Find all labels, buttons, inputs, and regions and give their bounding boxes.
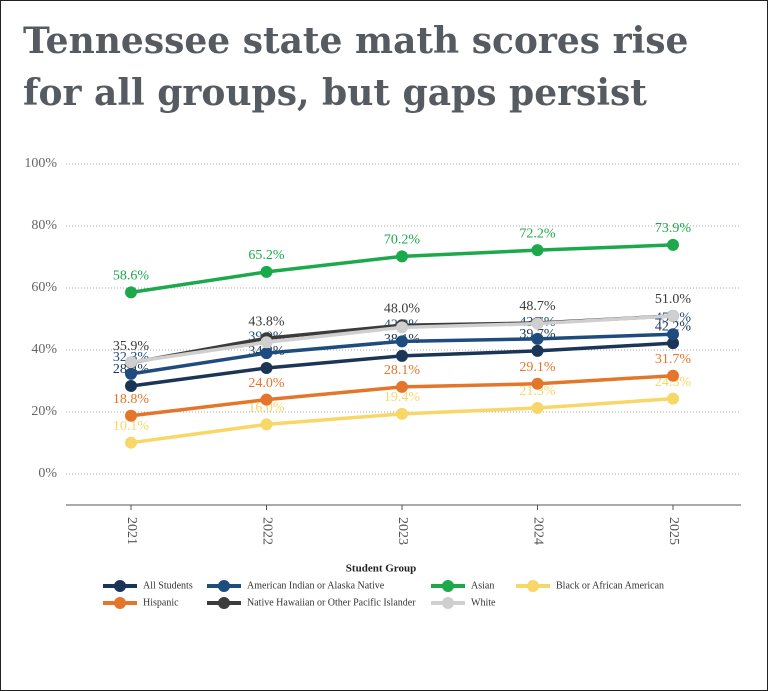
- data-label: 43.8%: [248, 314, 285, 329]
- data-label: 31.7%: [655, 352, 692, 367]
- legend-swatch: [527, 580, 539, 592]
- y-tick-label: 40%: [31, 342, 57, 357]
- chart-title: Tennessee state math scores rise for all…: [23, 20, 689, 114]
- point: [531, 244, 544, 257]
- point: [125, 286, 137, 299]
- x-tick-label: 2024: [530, 517, 545, 545]
- point: [667, 392, 679, 405]
- point: [260, 265, 273, 278]
- x-tick-label: 2023: [395, 517, 410, 545]
- data-label: 21.3%: [519, 384, 556, 399]
- legend-swatch: [114, 597, 126, 609]
- point: [531, 317, 544, 330]
- point: [396, 407, 408, 420]
- legend-swatch: [442, 597, 454, 609]
- data-label: 48.7%: [519, 299, 556, 314]
- point: [396, 250, 408, 263]
- data-label: 19.4%: [384, 390, 421, 405]
- point: [125, 436, 137, 449]
- x-tick-label: 2025: [666, 517, 681, 545]
- data-label: 35.9%: [113, 339, 150, 354]
- point: [260, 393, 273, 406]
- legend-swatch: [218, 597, 230, 609]
- y-tick-label: 80%: [31, 218, 57, 233]
- data-label: 42.2%: [655, 319, 692, 334]
- legend-swatch: [114, 580, 126, 592]
- point: [260, 347, 273, 360]
- data-label: 65.2%: [248, 248, 285, 263]
- x-tick-label: 2021: [124, 517, 139, 545]
- point: [260, 361, 273, 374]
- legend-label: Black or African American: [556, 580, 664, 591]
- point: [125, 356, 137, 369]
- data-label: 29.1%: [519, 360, 556, 375]
- legend-label: White: [471, 597, 496, 608]
- point: [396, 335, 408, 348]
- point: [260, 336, 273, 349]
- data-label: 70.2%: [384, 233, 421, 248]
- point: [667, 337, 679, 350]
- y-tick-label: 100%: [24, 156, 57, 171]
- legend-label: Native Hawaiian or Other Pacific Islande…: [247, 597, 416, 608]
- point: [667, 328, 679, 341]
- data-label: 51.0%: [655, 292, 692, 307]
- point: [667, 309, 679, 322]
- point: [531, 332, 544, 345]
- y-tick-label: 20%: [31, 404, 57, 419]
- data-label: 24.0%: [248, 376, 285, 391]
- y-tick-label: 0%: [38, 466, 57, 481]
- data-label: 72.2%: [519, 226, 556, 241]
- x-tick-label: 2022: [259, 517, 274, 545]
- point: [396, 321, 408, 334]
- point: [667, 369, 679, 382]
- legend-swatch: [442, 580, 454, 592]
- point: [125, 379, 137, 392]
- data-label: 48.0%: [384, 301, 421, 316]
- legend-swatch: [218, 580, 230, 592]
- data-label: 16.0%: [248, 401, 285, 416]
- point: [531, 377, 544, 390]
- legend-label: Hispanic: [143, 597, 179, 608]
- data-label: 24.3%: [655, 375, 692, 390]
- legend-label: American Indian or Alaska Native: [247, 580, 385, 591]
- point: [125, 367, 137, 380]
- data-label: 18.8%: [113, 392, 150, 407]
- point: [396, 380, 408, 393]
- data-label: 28.1%: [384, 363, 421, 378]
- legend-label: Asian: [471, 580, 494, 591]
- data-label: 10.1%: [113, 419, 150, 434]
- data-label: 73.9%: [655, 221, 692, 236]
- legend-label: All Students: [143, 580, 193, 591]
- data-label: 58.6%: [113, 269, 150, 284]
- point: [531, 344, 544, 357]
- legend-title: Student Group: [346, 563, 416, 575]
- y-tick-label: 60%: [31, 280, 57, 295]
- point: [531, 401, 544, 414]
- point: [125, 409, 137, 422]
- point: [260, 418, 273, 431]
- point: [667, 238, 679, 251]
- point: [396, 349, 408, 362]
